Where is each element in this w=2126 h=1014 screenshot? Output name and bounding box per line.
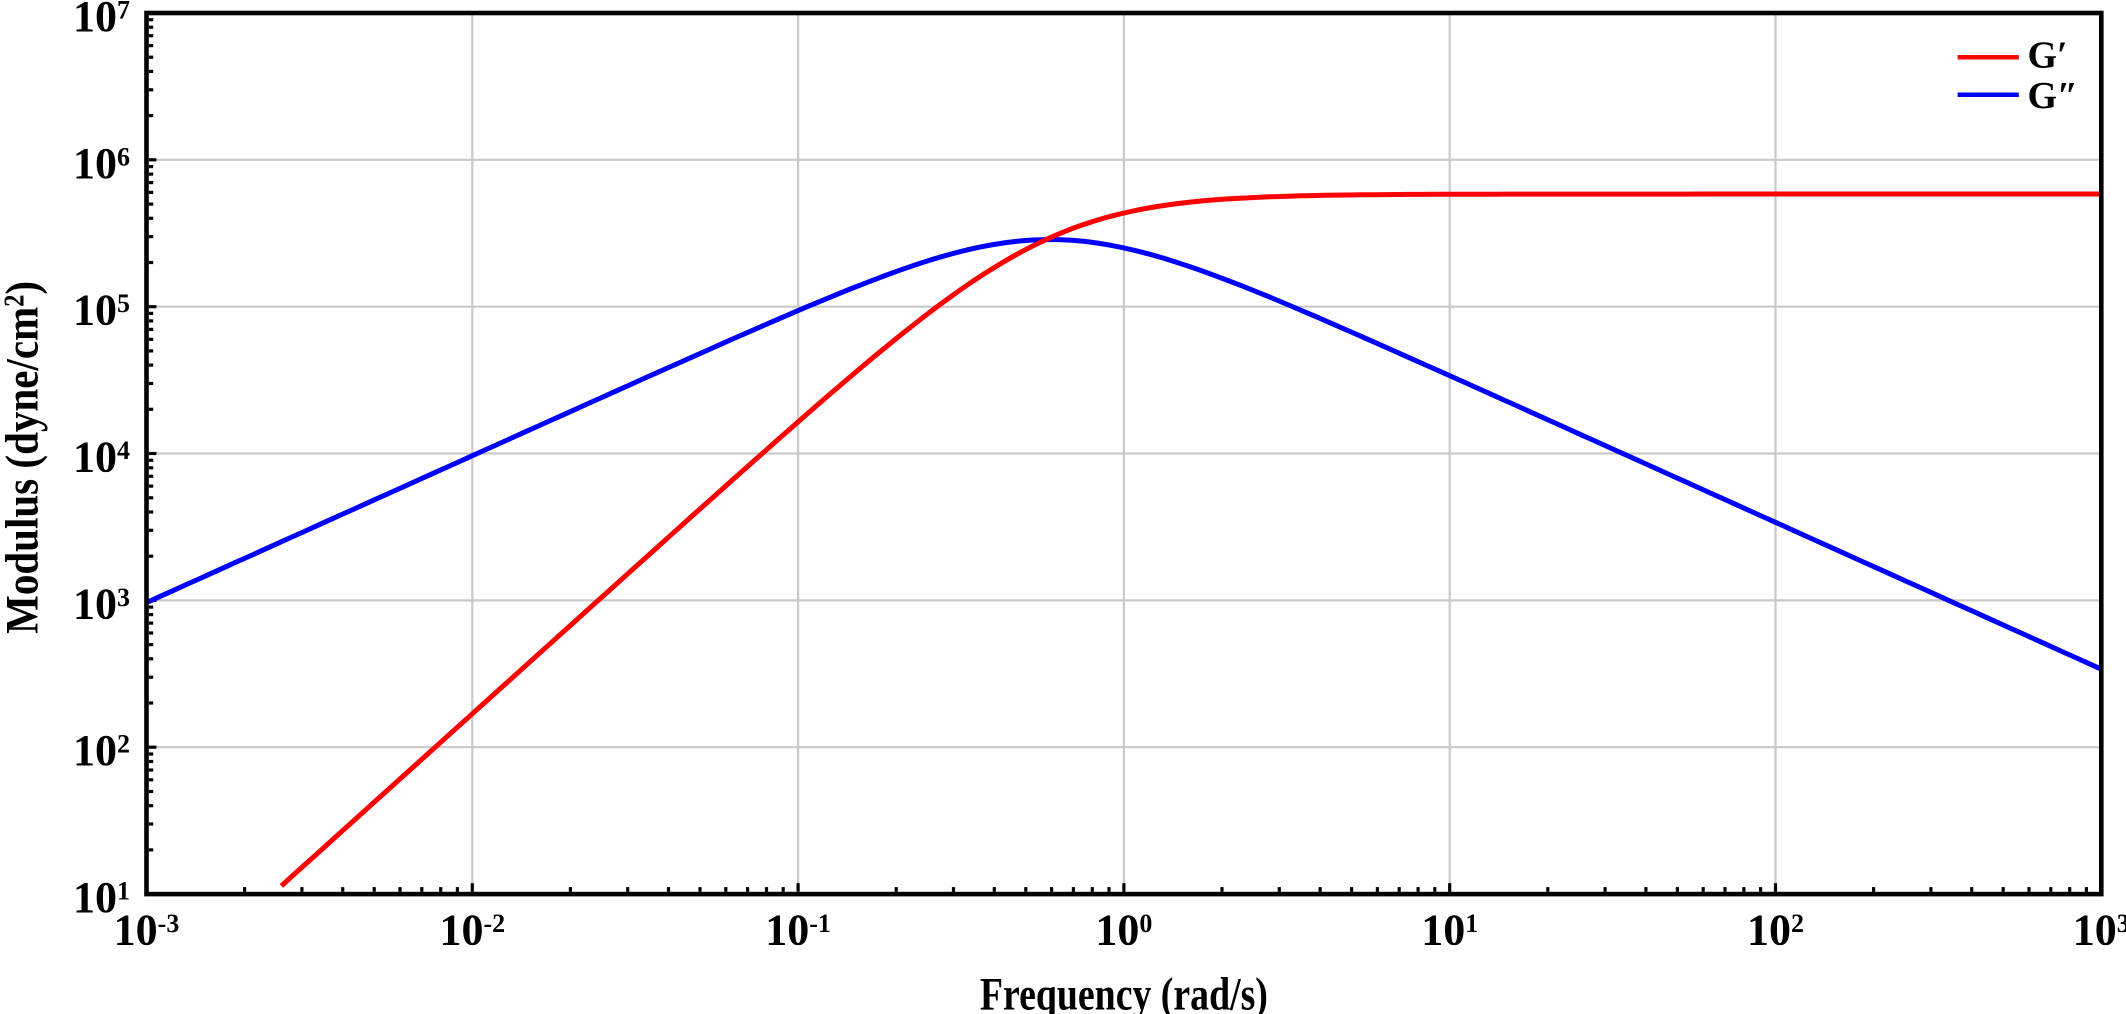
svg-text:101: 101 [1421,906,1478,955]
svg-text:Modulus (dyne/cm2): Modulus (dyne/cm2) [0,281,49,634]
svg-text:106: 106 [73,139,130,188]
svg-text:G″: G″ [2028,75,2079,117]
svg-text:G′: G′ [2028,35,2068,77]
svg-text:Frequency (rad/s): Frequency (rad/s) [980,969,1268,1014]
